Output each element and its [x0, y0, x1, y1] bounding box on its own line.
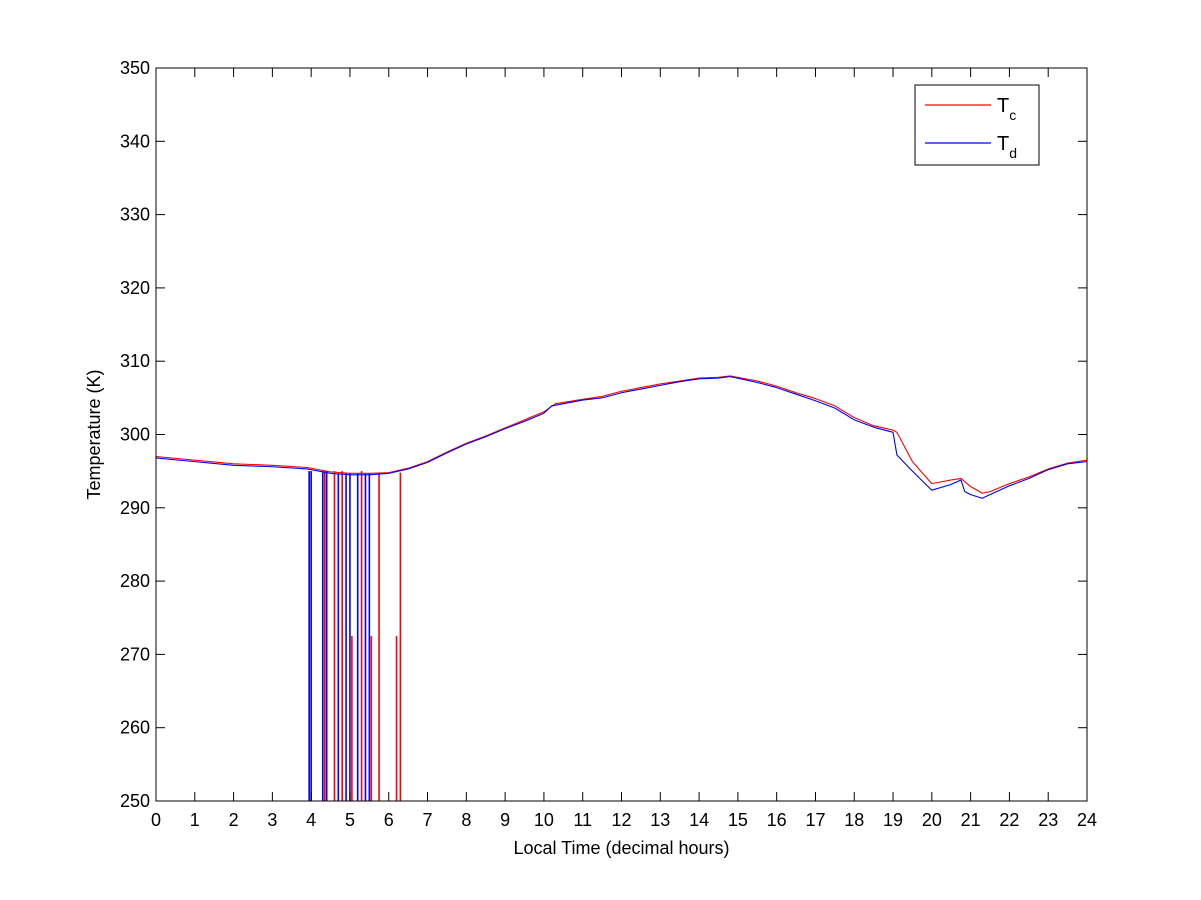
- plot-area: [156, 375, 1087, 801]
- x-tick-label: 6: [384, 810, 394, 830]
- y-tick-label: 340: [120, 131, 150, 151]
- x-tick-label: 0: [151, 810, 161, 830]
- x-tick-label: 20: [922, 810, 942, 830]
- y-tick-label: 260: [120, 718, 150, 738]
- y-tick-label: 270: [120, 644, 150, 664]
- x-tick-label: 17: [805, 810, 825, 830]
- x-tick-label: 7: [423, 810, 433, 830]
- x-tick-label: 10: [534, 810, 554, 830]
- x-tick-label: 9: [500, 810, 510, 830]
- x-tick-label: 24: [1077, 810, 1097, 830]
- x-tick-label: 3: [267, 810, 277, 830]
- x-tick-label: 4: [306, 810, 316, 830]
- x-tick-label: 16: [767, 810, 787, 830]
- legend-label-main: T: [997, 95, 1009, 117]
- y-tick-label: 330: [120, 205, 150, 225]
- x-tick-label: 12: [611, 810, 631, 830]
- x-axis-title: Local Time (decimal hours): [513, 838, 729, 858]
- x-tick-label: 5: [345, 810, 355, 830]
- y-tick-label: 350: [120, 58, 150, 78]
- x-tick-label: 19: [883, 810, 903, 830]
- y-tick-label: 300: [120, 425, 150, 445]
- legend-label: Td: [997, 133, 1017, 161]
- legend-box: [914, 84, 1040, 166]
- axes: 0 1 2 3 4 5 6 7 8 9 10 11 12 13 14 15 16 17 18 19 20 21 22 23 24…: [120, 58, 1097, 830]
- x-tick-label: 11: [573, 810, 592, 830]
- x-tick-label: 14: [689, 810, 709, 830]
- x-tick-label: 22: [999, 810, 1019, 830]
- y-axis-title: Temperature (K): [84, 369, 104, 499]
- x-tick-label: 13: [650, 810, 670, 830]
- legend-label-subscript: d: [1009, 145, 1017, 161]
- series-group: [156, 375, 1087, 801]
- x-tick-label: 2: [229, 810, 239, 830]
- x-tick-label: 21: [961, 810, 981, 830]
- y-tick-label: 280: [120, 571, 150, 591]
- y-tick-label: 310: [120, 351, 150, 371]
- y-tick-label: 250: [120, 791, 150, 811]
- y-tick-label: 320: [120, 278, 150, 298]
- x-tick-label: 23: [1038, 810, 1058, 830]
- y-tick-label: 290: [120, 498, 150, 518]
- x-tick-label: 15: [728, 810, 748, 830]
- x-tick-label: 8: [461, 810, 471, 830]
- x-tick-label: 18: [844, 810, 864, 830]
- series-t-c-line: [156, 375, 1087, 494]
- series-t-d-line: [156, 376, 1087, 499]
- x-tick-label: 1: [190, 810, 200, 830]
- legend-label-subscript: c: [1009, 107, 1016, 123]
- legend-label-main: T: [997, 133, 1009, 155]
- legend-label: Tc: [997, 95, 1016, 123]
